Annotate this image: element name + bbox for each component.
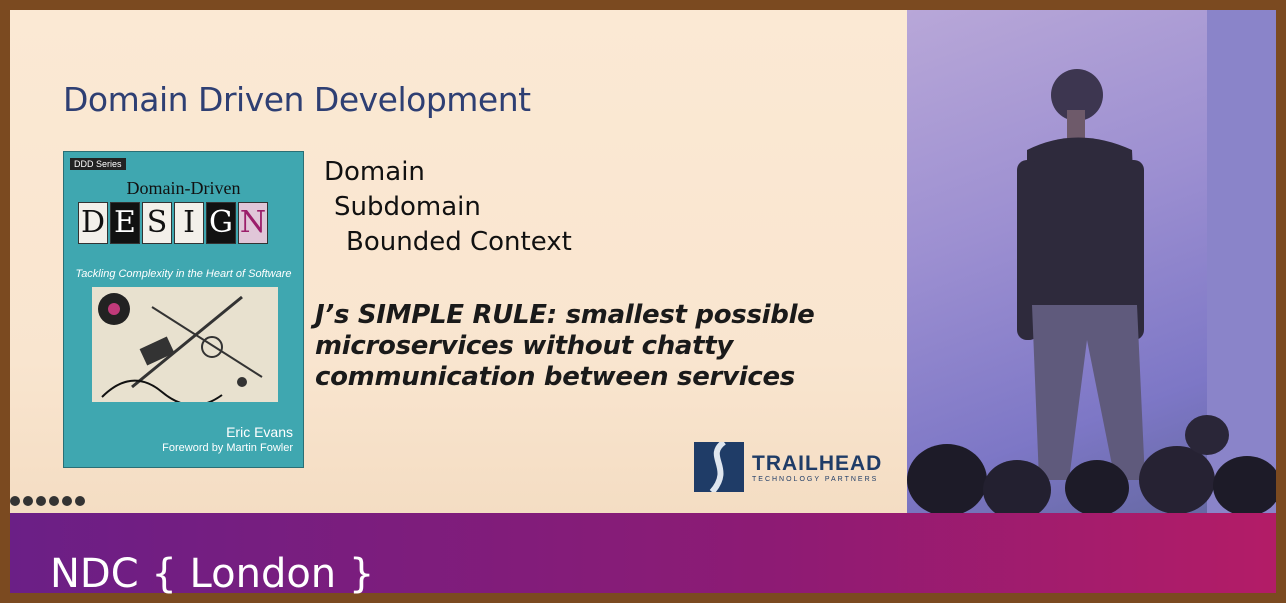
- book-author: Eric Evans: [226, 424, 293, 440]
- term-domain: Domain: [324, 157, 425, 187]
- slides-grid-icon[interactable]: [36, 496, 46, 506]
- term-subdomain: Subdomain: [334, 192, 481, 222]
- book-title-line1: Domain-Driven: [126, 178, 241, 198]
- book-letter: E: [110, 202, 140, 244]
- speaker-silhouette: [907, 10, 1276, 513]
- slide-controls: [10, 496, 85, 506]
- book-letter: D: [78, 202, 108, 244]
- book-cover-art: [92, 287, 278, 402]
- conference-banner: NDC { London }: [10, 513, 1276, 597]
- trailhead-logo: TRAILHEAD TECHNOLOGY PARTNERS: [694, 439, 883, 494]
- next-slide-icon[interactable]: [75, 496, 85, 506]
- presentation-slide: Domain Driven Development DDD Series Dom…: [10, 10, 907, 513]
- book-cover: DDD Series Domain-Driven D E S I G N Tac…: [63, 151, 304, 468]
- book-letter: I: [174, 202, 204, 244]
- prev-slide-icon[interactable]: [10, 496, 20, 506]
- ndc-london-brand: NDC { London }: [50, 551, 375, 597]
- simple-rule-text: J’s SIMPLE RULE: smallest possible micro…: [315, 300, 815, 392]
- more-options-icon[interactable]: [62, 496, 72, 506]
- term-list: Domain Subdomain Bounded Context: [324, 155, 572, 260]
- speaker-video: [907, 10, 1276, 513]
- pen-icon[interactable]: [23, 496, 33, 506]
- trailhead-road-icon: [694, 439, 744, 494]
- abstract-art-illustration: [98, 293, 263, 402]
- book-letter: G: [206, 202, 236, 244]
- book-series-badge: DDD Series: [70, 158, 126, 170]
- logo-name: TRAILHEAD: [752, 451, 883, 475]
- book-subtitle: Tackling Complexity in the Heart of Soft…: [75, 268, 292, 280]
- book-foreword: Foreword by Martin Fowler: [162, 442, 293, 454]
- slide-title: Domain Driven Development: [63, 80, 531, 119]
- book-title-letters: D E S I G N: [78, 202, 268, 244]
- term-bounded-context: Bounded Context: [346, 227, 572, 257]
- logo-tagline: TECHNOLOGY PARTNERS: [752, 475, 879, 483]
- zoom-icon[interactable]: [49, 496, 59, 506]
- book-letter: S: [142, 202, 172, 244]
- book-letter: N: [238, 202, 268, 244]
